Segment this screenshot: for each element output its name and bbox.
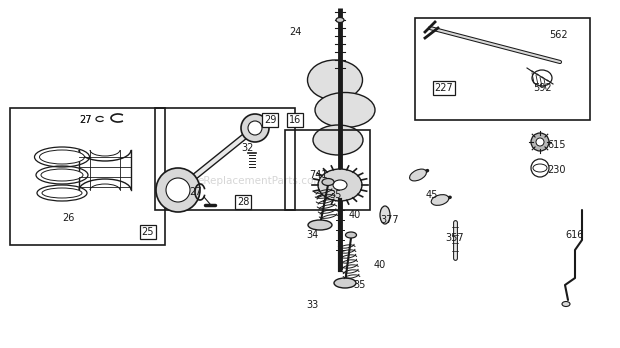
Bar [10, 108, 165, 245]
Ellipse shape [308, 60, 363, 100]
Text: 24: 24 [289, 27, 301, 37]
Text: 35: 35 [329, 190, 341, 200]
Circle shape [166, 178, 190, 202]
Ellipse shape [313, 125, 363, 155]
Text: 40: 40 [349, 210, 361, 220]
Text: 45: 45 [426, 190, 438, 200]
Ellipse shape [562, 301, 570, 307]
Circle shape [241, 114, 269, 142]
Ellipse shape [380, 206, 390, 224]
Text: 29: 29 [264, 115, 276, 125]
Circle shape [156, 168, 200, 212]
Text: 615: 615 [547, 140, 566, 150]
Ellipse shape [333, 180, 347, 190]
Text: 26: 26 [62, 213, 74, 223]
Text: 34: 34 [306, 230, 318, 240]
Text: 28: 28 [237, 197, 249, 207]
Text: 562: 562 [549, 30, 567, 40]
Ellipse shape [40, 150, 84, 164]
Text: eReplacementParts.com: eReplacementParts.com [197, 176, 324, 186]
Text: 592: 592 [534, 83, 552, 93]
Text: 227: 227 [435, 83, 453, 93]
Bar [285, 130, 370, 210]
Text: 32: 32 [242, 143, 254, 153]
Circle shape [536, 138, 544, 146]
Ellipse shape [42, 188, 82, 198]
Text: 25: 25 [142, 227, 154, 237]
Ellipse shape [334, 278, 356, 288]
Text: 616: 616 [566, 230, 584, 240]
Text: 230: 230 [547, 165, 566, 175]
Text: 357: 357 [446, 233, 464, 243]
Text: 33: 33 [306, 300, 318, 310]
Ellipse shape [322, 179, 334, 185]
Ellipse shape [345, 232, 356, 238]
Ellipse shape [308, 220, 332, 230]
Text: 40: 40 [374, 260, 386, 270]
Text: 27: 27 [79, 115, 91, 125]
Text: 27: 27 [79, 115, 91, 125]
Ellipse shape [336, 17, 344, 23]
Text: 741: 741 [309, 170, 327, 180]
Ellipse shape [318, 169, 362, 201]
Ellipse shape [410, 169, 427, 181]
Ellipse shape [41, 169, 83, 181]
Ellipse shape [432, 195, 449, 205]
Bar [155, 108, 295, 210]
Bar [415, 18, 590, 120]
Text: 35: 35 [354, 280, 366, 290]
Circle shape [248, 121, 262, 135]
Ellipse shape [315, 93, 375, 127]
Circle shape [531, 133, 549, 151]
Text: 16: 16 [289, 115, 301, 125]
Text: 27: 27 [188, 187, 202, 197]
Text: 377: 377 [381, 215, 399, 225]
